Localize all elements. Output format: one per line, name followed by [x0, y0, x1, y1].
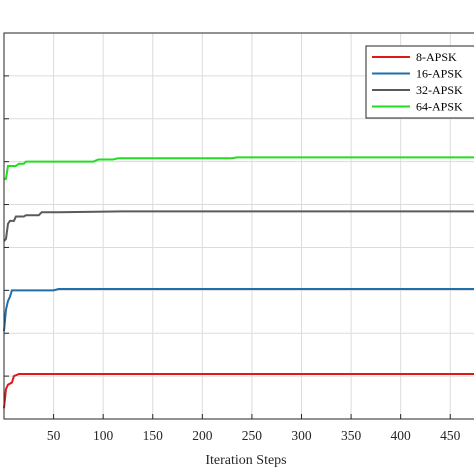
series-lines [3, 156, 474, 409]
series-line-8-apsk [3, 372, 474, 409]
series-line-16-apsk [3, 288, 474, 332]
x-tick-label: 50 [47, 428, 61, 443]
x-tick-label: 250 [242, 428, 263, 443]
legend-label: 8-APSK [416, 50, 457, 64]
x-tick-label: 100 [93, 428, 114, 443]
axes-box [3, 32, 474, 420]
legend-label: 64-APSK [416, 100, 463, 114]
legend: 8-APSK 16-APSK 32-APSK 64-APSK [365, 45, 474, 119]
x-tick-label: 450 [440, 428, 461, 443]
x-tick-label: 150 [143, 428, 164, 443]
series-line-64-apsk [4, 156, 474, 180]
x-tick-label: 400 [391, 428, 412, 443]
x-axis-label: Iteration Steps [205, 453, 286, 468]
x-tick-label: 300 [291, 428, 312, 443]
x-tick-labels: 50 100 150 200 250 300 350 400 450 [47, 428, 461, 443]
axis-ticks [4, 75, 451, 419]
legend-label: 16-APSK [416, 67, 463, 81]
series-line-32-apsk [3, 210, 474, 242]
x-tick-label: 350 [341, 428, 362, 443]
grid-lines [4, 33, 474, 419]
legend-label: 32-APSK [416, 83, 463, 97]
x-tick-label: 200 [192, 428, 213, 443]
